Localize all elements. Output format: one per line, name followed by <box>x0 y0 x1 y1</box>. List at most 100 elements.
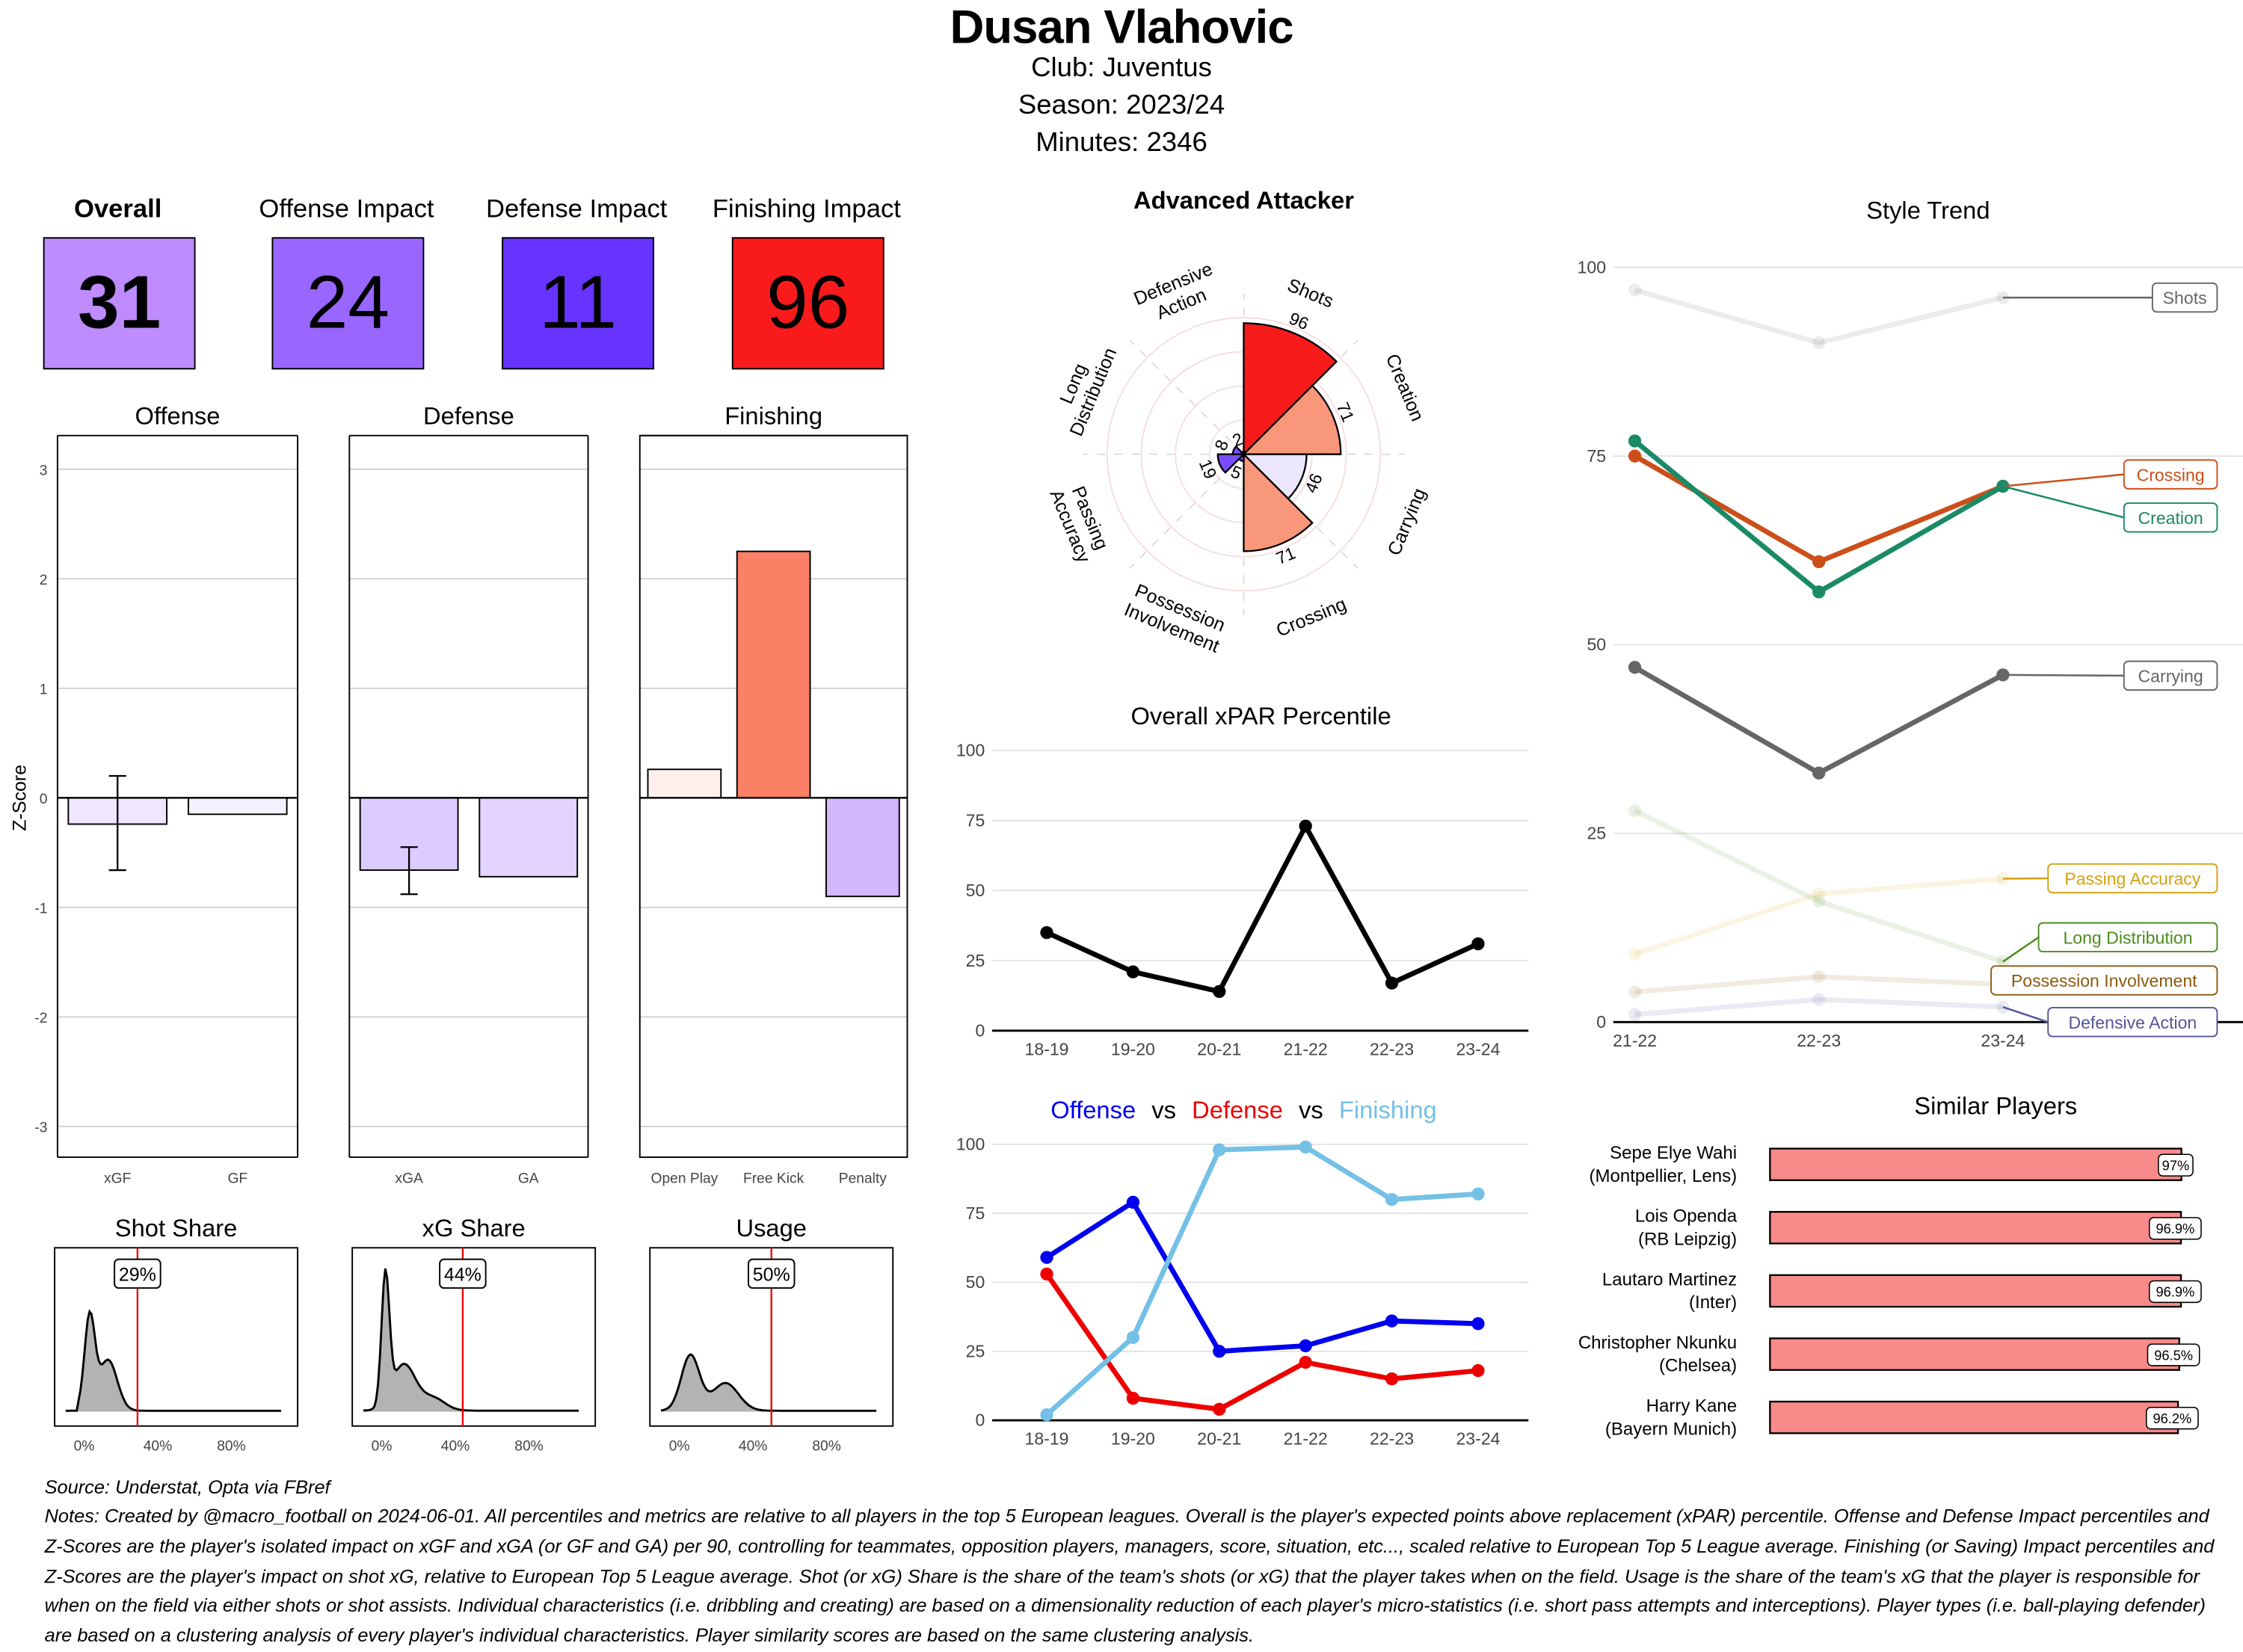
trend-point <box>1812 555 1825 568</box>
similarity-bar <box>1770 1275 2181 1307</box>
panel-title: Defense <box>423 401 514 429</box>
x-tick-label: 22-23 <box>1370 1040 1414 1059</box>
y-tick-label: 2 <box>40 573 48 588</box>
x-tick-label: 0% <box>669 1438 690 1454</box>
y-tick-label: 25 <box>966 951 985 970</box>
trend-point <box>1812 766 1825 779</box>
panel-title: Offense <box>135 401 221 429</box>
value-label: 44% <box>444 1264 481 1285</box>
line-offense <box>1047 1202 1478 1351</box>
y-tick-label: 3 <box>40 463 48 478</box>
player-name: Sepe Elye Wahi <box>1610 1143 1737 1163</box>
label-line: Carrying <box>1384 485 1430 558</box>
polar-category-label: Carrying <box>1384 485 1430 558</box>
label-line: Creation <box>1382 351 1428 425</box>
y-tick-label: 25 <box>966 1341 985 1360</box>
x-tick-label: 18-19 <box>1025 1040 1069 1059</box>
source-note: Source: Understat, Opta via FBref <box>45 1473 2230 1503</box>
series-label: Carrying <box>2138 667 2203 686</box>
series-label: Crossing <box>2137 465 2205 484</box>
x-tick-label: 80% <box>812 1438 840 1454</box>
series-label: Creation <box>2138 508 2203 528</box>
polar-category-label: Crossing <box>1273 594 1350 641</box>
x-tick-label: 0% <box>74 1438 95 1454</box>
bar-ga <box>479 798 577 877</box>
point-defense <box>1213 1403 1225 1416</box>
bar-penalty <box>826 798 899 896</box>
y-tick-label: 50 <box>1587 635 1606 654</box>
player-name: Harry Kane <box>1646 1396 1737 1416</box>
y-tick-label: 100 <box>1578 257 1606 277</box>
x-tick-label: xGF <box>104 1171 131 1187</box>
x-tick-label: 23-24 <box>1456 1429 1500 1449</box>
label-connector <box>2003 937 2039 962</box>
trend-point <box>1628 661 1641 674</box>
xpar-point <box>1213 985 1225 998</box>
similarity-bar <box>1770 1402 2178 1433</box>
panel-title: Finishing <box>724 401 822 429</box>
polar-category-label: DefensiveAction <box>1130 259 1223 330</box>
point-defense <box>1299 1356 1312 1369</box>
x-tick-label: 23-24 <box>1456 1040 1500 1059</box>
point-defense <box>1385 1372 1398 1385</box>
trend-point <box>1812 895 1825 907</box>
y-tick-label: 75 <box>1587 446 1606 466</box>
similarity-label: 96.9% <box>2156 1221 2194 1236</box>
y-tick-label: 0 <box>975 1411 985 1430</box>
panel-title: xG Share <box>422 1214 526 1242</box>
line-defense <box>1047 1274 1478 1409</box>
panel-title: Shot Share <box>115 1214 238 1242</box>
panel-title: Usage <box>736 1214 807 1242</box>
chart-title: Style Trend <box>1866 196 1990 224</box>
label-connector <box>2003 1007 2048 1022</box>
trend-point <box>1812 336 1825 349</box>
point-offense <box>1127 1196 1139 1209</box>
bar-open-play <box>648 769 721 798</box>
polar-category-label: PossessionInvolvement <box>1122 579 1231 657</box>
polar-category-label: PassingAccuracy <box>1045 478 1114 566</box>
x-tick-label: Penalty <box>839 1171 887 1187</box>
x-tick-label: 19-20 <box>1111 1429 1155 1449</box>
point-defense <box>1471 1364 1484 1377</box>
similarity-label: 96.5% <box>2154 1347 2193 1363</box>
x-tick-label: 21-22 <box>1284 1040 1328 1059</box>
x-tick-label: 21-22 <box>1284 1429 1328 1449</box>
trend-point <box>1628 283 1641 296</box>
y-tick-label: 100 <box>956 741 985 760</box>
polar-value-label: 19 <box>1196 457 1221 482</box>
trend-line-shots <box>1635 290 2003 343</box>
x-tick-label: 40% <box>739 1438 767 1454</box>
title-part: Offense <box>1050 1096 1136 1124</box>
y-tick-label: -1 <box>34 901 47 917</box>
polar-category-label: Shots <box>1284 274 1337 312</box>
chart-title: Advanced Attacker <box>1133 186 1354 214</box>
series-label: Possession Involvement <box>2011 971 2197 990</box>
y-tick-label: -2 <box>34 1011 47 1026</box>
point-defense <box>1040 1268 1053 1280</box>
series-label: Passing Accuracy <box>2064 869 2200 889</box>
x-tick-label: 21-22 <box>1613 1031 1657 1050</box>
x-tick-label: 22-23 <box>1370 1429 1414 1449</box>
trend-point <box>1628 804 1641 817</box>
series-label: Long Distribution <box>2063 928 2192 948</box>
point-offense <box>1299 1340 1312 1352</box>
player-name: Lautaro Martinez <box>1602 1269 1737 1289</box>
label-connector <box>2003 475 2124 487</box>
chart-title: Overall xPAR Percentile <box>1130 702 1391 730</box>
polar-value-label: 71 <box>1273 543 1299 568</box>
similarity-label: 96.9% <box>2156 1284 2194 1300</box>
xpar-point <box>1127 965 1139 978</box>
polar-category-label: LongDistribution <box>1046 336 1121 439</box>
y-axis-label: Z-Score <box>10 765 31 831</box>
similarity-bar <box>1770 1338 2179 1369</box>
density-area <box>363 1269 579 1411</box>
player-club: (Bayern Munich) <box>1605 1419 1737 1439</box>
trend-line-carrying <box>1635 668 2003 773</box>
player-club: (Chelsea) <box>1659 1356 1737 1376</box>
point-finishing <box>1299 1141 1312 1153</box>
